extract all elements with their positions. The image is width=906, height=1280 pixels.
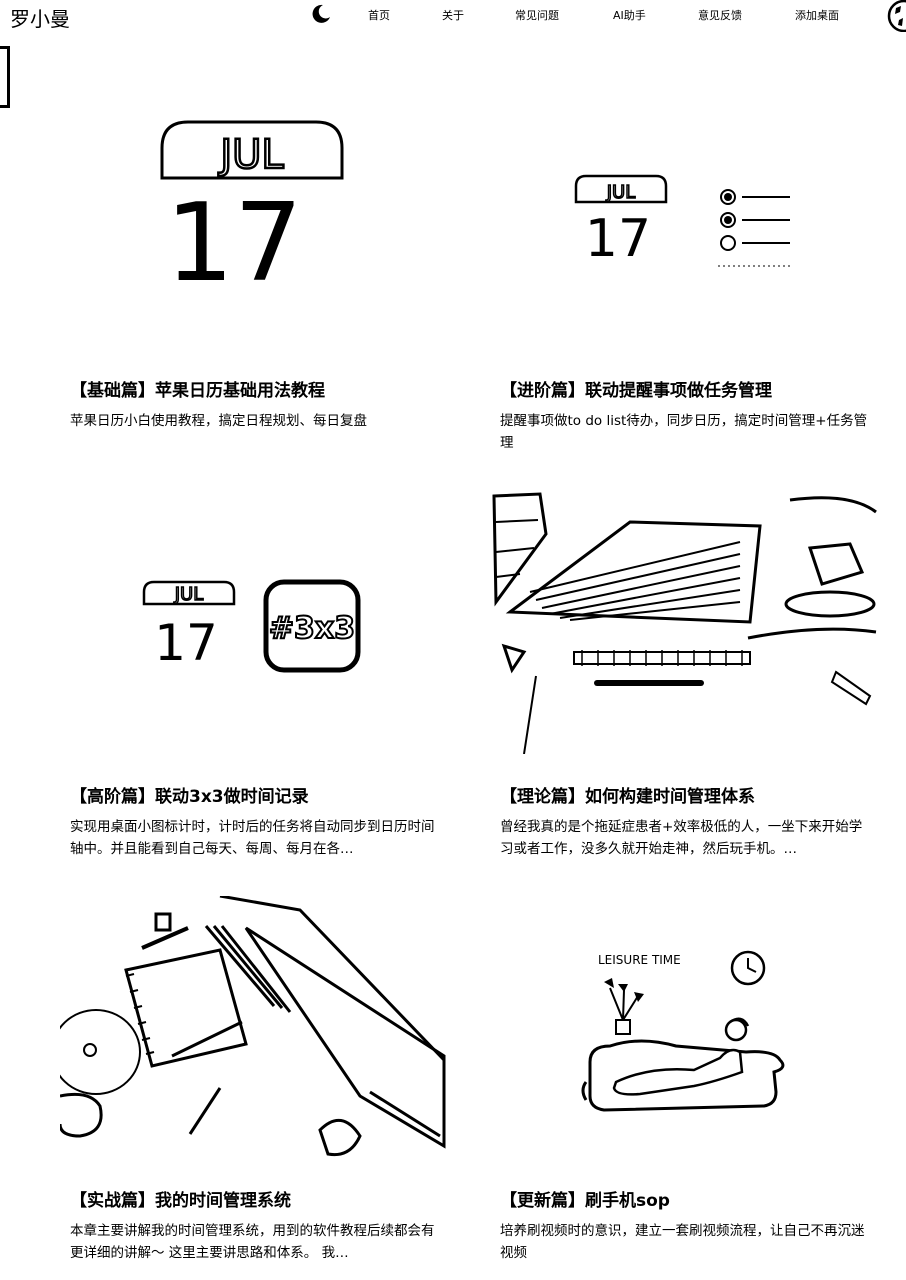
nav-about[interactable]: 关于 [442, 9, 464, 22]
card-description: 提醒事项做to do list待办，同步日历，搞定时间管理+任务管理 [500, 413, 868, 451]
card-description: 苹果日历小白使用教程，搞定日程规划、每日复盘 [70, 413, 367, 429]
top-nav-bar: 罗小曼 首页 关于 常见问题 AI助手 意见反馈 添加桌面 [0, 0, 906, 32]
globe-icon[interactable] [882, 0, 906, 32]
calendar-icon: JUL 17 [160, 120, 344, 306]
reminder-list-icon [718, 189, 790, 267]
card-practice[interactable]: 【实战篇】我的时间管理系统 本章主要讲解我的时间管理系统，用到的软件教程后续都会… [60, 896, 450, 1266]
svg-text:JUL: JUL [217, 132, 284, 178]
svg-text:17: 17 [585, 209, 651, 269]
svg-text:17: 17 [165, 181, 302, 306]
card-title: 【更新篇】刷手机sop [500, 1191, 670, 1211]
card-description: 培养刷视频时的意识，建立一套刷视频流程，让自己不再沉迷视频 [500, 1223, 865, 1261]
nav-add-to-desktop[interactable]: 添加桌面 [795, 9, 839, 22]
card-basics[interactable]: JUL 17 【基础篇】苹果日历基础用法教程 苹果日历小白使用教程，搞定日程规划… [60, 110, 450, 440]
svg-text:17: 17 [154, 614, 218, 672]
leisure-time-illustration: LEISURE TIME [581, 950, 785, 1112]
nav-feedback[interactable]: 意见反馈 [698, 9, 742, 22]
desk-laptop-photo [490, 492, 877, 754]
card-advanced[interactable]: JUL 17 【进阶篇】联动提醒事项做任务管理 提醒事项做to do list待… [490, 110, 880, 460]
moon-icon[interactable] [310, 3, 332, 25]
svg-text:LEISURE TIME: LEISURE TIME [598, 953, 681, 967]
card-theory[interactable]: 【理论篇】如何构建时间管理体系 曾经我真的是个拖延症患者+效率极低的人，一坐下来… [490, 492, 880, 862]
nav-ai-assistant[interactable]: AI助手 [613, 9, 646, 22]
nav-home[interactable]: 首页 [368, 9, 390, 22]
side-drawer-tab[interactable] [0, 46, 10, 108]
card-expert[interactable]: JUL 17 #3x3 【高阶篇】联动3x3做时间记录 实现用桌面小图标计时，计… [60, 492, 450, 862]
svg-text:JUL: JUL [606, 182, 636, 203]
card-description: 实现用桌面小图标计时，计时后的任务将自动同步到日历时间轴中。并且能看到自己每天、… [70, 819, 435, 857]
nav-faq[interactable]: 常见问题 [515, 9, 559, 22]
card-title: 【进阶篇】联动提醒事项做任务管理 [500, 381, 772, 401]
card-title: 【实战篇】我的时间管理系统 [70, 1191, 291, 1211]
site-logo[interactable]: 罗小曼 [10, 7, 70, 31]
calendar-3x3-icon: JUL 17 #3x3 [142, 579, 361, 673]
svg-text:JUL: JUL [174, 584, 204, 605]
card-description: 曾经我真的是个拖延症患者+效率极低的人，一坐下来开始学习或者工作，没多久就开始走… [500, 819, 863, 857]
card-update[interactable]: LEISURE TIME 【更新篇】刷手机sop 培养刷视频时的意识，建立一套刷… [490, 896, 880, 1266]
card-description: 本章主要讲解我的时间管理系统，用到的软件教程后续都会有更详细的讲解～ 这里主要讲… [70, 1223, 435, 1261]
calendar-reminders-icon: JUL 17 [574, 174, 790, 269]
stationery-flatlay-photo [60, 896, 446, 1162]
card-title: 【基础篇】苹果日历基础用法教程 [70, 381, 325, 401]
card-title: 【高阶篇】联动3x3做时间记录 [70, 787, 309, 807]
card-title: 【理论篇】如何构建时间管理体系 [500, 787, 755, 807]
svg-text:#3x3: #3x3 [269, 611, 355, 646]
